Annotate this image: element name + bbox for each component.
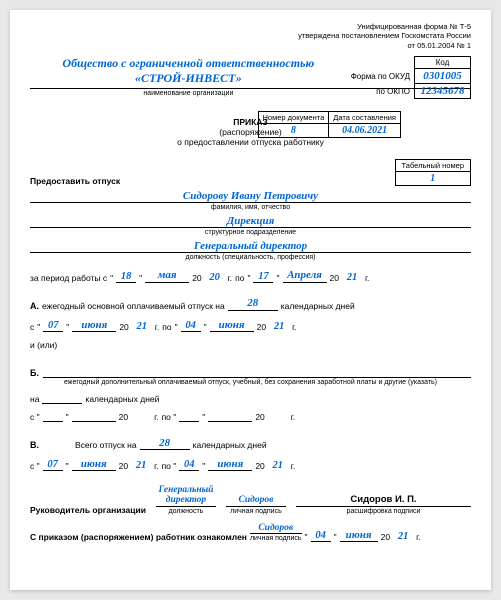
form-line-2: утверждена постановлением Госкомстата Ро…: [30, 31, 471, 40]
form-line-1: Унифицированная форма № Т-5: [30, 22, 471, 31]
docnum: 8: [258, 124, 329, 138]
familiar-row: С приказом (распоряжением) работник озна…: [30, 523, 471, 542]
okpo-label: по ОКПО: [347, 84, 415, 99]
b-days: на календарных дней: [30, 394, 471, 404]
sig-sign: Сидоров: [226, 495, 286, 506]
prikaz: ПРИКАЗ: [30, 117, 471, 127]
docnum-table: Номер документаДата составления 804.06.2…: [258, 111, 401, 138]
provide-label: Предоставить отпуск: [30, 176, 120, 186]
docnum-hdr: Номер документа: [258, 112, 329, 124]
rasp: (распоряжение): [30, 127, 471, 137]
okud-label: Форма по ОКУД: [347, 69, 415, 84]
document-page: Унифицированная форма № Т-5 утверждена п…: [10, 10, 491, 590]
signature-block: Руководитель организации Генеральный дир…: [30, 485, 471, 515]
docdate: 04.06.2021: [329, 124, 401, 138]
fio-sub: фамилия, имя, отчество: [30, 204, 471, 211]
provide-row: Предоставить отпуск Табельный номер 1: [30, 159, 471, 186]
okud-value: 0301005: [415, 69, 471, 84]
code-header: Код: [415, 57, 471, 69]
b-dates: с "" 20г. по "" 20г.: [30, 412, 471, 422]
work-period-row: за период работы с "18" мая 2020г. по "1…: [30, 269, 471, 282]
section-b: Б.: [30, 358, 471, 378]
dept-sub: структурное подразделение: [30, 229, 471, 236]
sig-position: Генеральный директор: [156, 485, 216, 507]
form-line-3: от 05.01.2004 № 1: [30, 41, 471, 50]
a-dates: с "07" июня 2021г. по "04" июня 2021г.: [30, 319, 471, 332]
position-sub: должность (специальность, профессия): [30, 254, 471, 261]
section-a: А. ежегодный основной оплачиваемый отпус…: [30, 291, 471, 311]
title-block: Номер документаДата составления 804.06.2…: [30, 117, 471, 147]
v-dates: с "07" июня 2021г. по "04" июня 2021г.: [30, 458, 471, 471]
form-header: Унифицированная форма № Т-5 утверждена п…: [30, 22, 471, 50]
fio: Сидорову Ивану Петровичу: [30, 190, 471, 203]
or-label: и (или): [30, 340, 471, 350]
dept: Дирекция: [30, 215, 471, 228]
section-v: В. Всего отпуск на 28 календарных дней: [30, 430, 471, 450]
tabnum-box: Табельный номер 1: [395, 159, 471, 186]
position: Генеральный директор: [30, 240, 471, 253]
docdate-hdr: Дата составления: [329, 112, 401, 124]
okpo-value: 12345678: [415, 84, 471, 99]
sig-decode: Сидоров И. П.: [296, 495, 471, 506]
about: о предоставлении отпуска работнику: [30, 137, 471, 147]
tabnum-val: 1: [396, 172, 470, 185]
code-table: Код Форма по ОКУД0301005 по ОКПО12345678: [347, 56, 471, 99]
head-label: Руководитель организации: [30, 505, 146, 515]
tabnum-hdr: Табельный номер: [396, 160, 470, 172]
